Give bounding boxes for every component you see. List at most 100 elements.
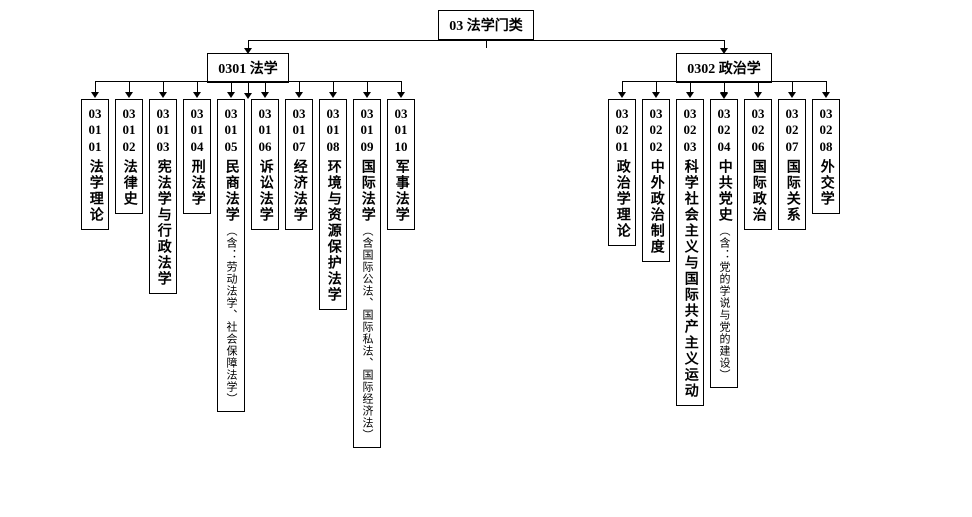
leaf-node: 030102 法律史 [115,99,143,214]
branch-code: 0301 [218,62,246,77]
leaf-node: 030101法学理论 [81,99,109,230]
leaf-label: 中外政治制度 [648,159,663,255]
root-label: 法学门类 [467,19,523,34]
leaf-code: 030110 [392,106,410,155]
leaf-code: 030204 [715,106,733,155]
leaf-label: 国际政治 [750,159,765,223]
arrow-icon [193,92,201,98]
arrow-icon [686,92,694,98]
leaf-label: 国际关系 [784,159,799,223]
leaf-code: 030103 [154,106,172,155]
leaf-node: 030107经济法学 [285,99,313,230]
leaf-node: 030103 宪法学与行政法学 [149,99,177,294]
branch-label: 法学 [250,62,278,77]
leaf-wrap: 030201 政治学理论 [608,99,636,246]
leaf-code: 030104 [188,106,206,155]
leaf-code: 030203 [681,106,699,155]
leaf-wrap: 030204 中共党史 （含：党的学说与党的建设） [710,99,738,388]
root-node: 03 法学门类 [438,10,534,40]
leaf-label: 国际法学 [359,159,374,223]
leaf-code: 030109 [358,106,376,155]
leaf-sublabel: （含国际公法、国际私法、国际经济法） [361,225,373,441]
leaf-wrap: 030110 军事法学 [387,99,415,230]
leaf-node: 030106 诉讼法学 [251,99,279,230]
leaf-code: 030208 [817,106,835,155]
leaf-label: 诉讼法学 [257,159,272,223]
arrow-icon [618,92,626,98]
level2-row: 0301 法学 030101法学理论 030102 法律史 030103 宪法学与行政法… [10,48,962,448]
leaf-code: 030207 [783,106,801,155]
leaf-code: 030206 [749,106,767,155]
arrow-icon [295,92,303,98]
leaf-code: 030201 [613,106,631,155]
leaf-label: 中共党史 [716,159,731,223]
leaf-node: 030208 外交学 [812,99,840,214]
leaf-code: 030106 [256,106,274,155]
leaf-wrap: 030103 宪法学与行政法学 [149,99,177,294]
leaf-label: 法律史 [121,159,136,207]
arrow-icon [125,92,133,98]
leaf-code: 030202 [647,106,665,155]
branch-code: 0302 [687,62,715,77]
leaf-label: 军事法学 [393,159,408,223]
leaf-label: 宪法学与行政法学 [155,159,170,287]
arrow-icon [397,92,405,98]
leaf-wrap: 030108 环境与资源保护法学 [319,99,347,310]
leaf-wrap: 030101法学理论 [81,99,109,230]
branch-label: 政治学 [719,62,761,77]
arrow-icon [91,92,99,98]
arrow-icon [822,92,830,98]
leaf-node: 030110 军事法学 [387,99,415,230]
leaf-code: 030108 [324,106,342,155]
arrow-icon [754,92,762,98]
leaf-code: 030101 [86,106,104,155]
arrow-icon [363,92,371,98]
leaves-0301: 030101法学理论 030102 法律史 030103 宪法学与行政法学 030104 刑… [81,81,415,448]
arrow-icon [720,93,728,99]
branch-0301-wrap: 0301 法学 030101法学理论 030102 法律史 030103 宪法学与行政法… [10,48,486,448]
leaf-wrap: 030207 国际关系 [778,99,806,230]
leaf-node: 030105民商法学（含：劳动法学、社会保障法学） [217,99,245,412]
branch-0302-node: 0302 政治学 [676,53,772,83]
leaf-wrap: 030107经济法学 [285,99,313,230]
leaf-wrap: 030109 国际法学 （含国际公法、国际私法、国际经济法） [353,99,381,448]
leaf-sublabel: （含：党的学说与党的建设） [718,225,730,381]
leaf-label: 外交学 [818,159,833,207]
leaf-label: 政治学理论 [614,159,629,239]
arrow-icon [227,92,235,98]
leaf-node: 030207 国际关系 [778,99,806,230]
leaf-node: 030109 国际法学 （含国际公法、国际私法、国际经济法） [353,99,381,448]
leaf-node: 030203 科学社会主义与国际共产主义运动 [676,99,704,406]
leaf-node: 030202 中外政治制度 [642,99,670,262]
arrow-icon [244,93,252,99]
leaf-wrap: 030202 中外政治制度 [642,99,670,262]
leaf-sublabel: （含：劳动法学、社会保障法学） [225,225,237,405]
arrow-icon [159,92,167,98]
leaf-code: 030102 [120,106,138,155]
leaf-wrap: 030106 诉讼法学 [251,99,279,230]
leaf-wrap: 030208 外交学 [812,99,840,214]
leaf-node: 030206 国际政治 [744,99,772,230]
branch-0301-node: 0301 法学 [207,53,289,83]
leaf-label: 刑法学 [189,159,204,207]
leaf-node: 030201 政治学理论 [608,99,636,246]
leaves-0302: 030201 政治学理论 030202 中外政治制度 030203 科学社会主义与国际共产… [608,81,840,406]
leaf-wrap: 030105民商法学（含：劳动法学、社会保障法学） [217,99,245,412]
discipline-tree: 03 法学门类 0301 法学 030101法学理论030102法律史03010… [10,10,962,448]
leaf-label: 经济法学 [291,159,306,223]
leaf-node: 030108 环境与资源保护法学 [319,99,347,310]
leaf-label: 环境与资源保护法学 [325,159,340,303]
leaf-node: 030104 刑法学 [183,99,211,214]
root-code: 03 [449,19,463,34]
arrow-icon [788,92,796,98]
leaf-node: 030204 中共党史 （含：党的学说与党的建设） [710,99,738,388]
leaf-code: 030105 [222,106,240,155]
arrow-icon [329,92,337,98]
branch-0302-wrap: 0302 政治学 030201 政治学理论 030202 中外政治制度 030203 科学… [486,48,962,448]
leaf-wrap: 030203 科学社会主义与国际共产主义运动 [676,99,704,406]
leaf-wrap: 030102 法律史 [115,99,143,214]
arrow-icon [652,92,660,98]
leaf-wrap: 030104 刑法学 [183,99,211,214]
arrow-icon [261,92,269,98]
leaf-label: 科学社会主义与国际共产主义运动 [682,159,697,399]
